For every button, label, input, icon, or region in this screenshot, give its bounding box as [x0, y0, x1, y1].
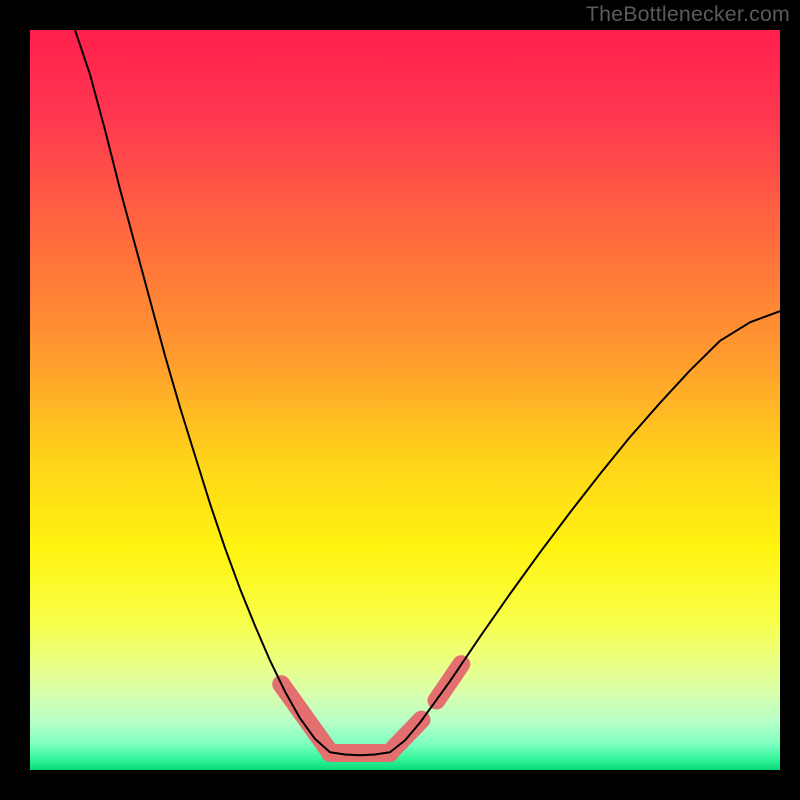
plot-background: [30, 30, 780, 770]
watermark-text: TheBottlenecker.com: [586, 2, 790, 27]
stage: TheBottlenecker.com: [0, 0, 800, 800]
chart-svg: [0, 0, 800, 800]
